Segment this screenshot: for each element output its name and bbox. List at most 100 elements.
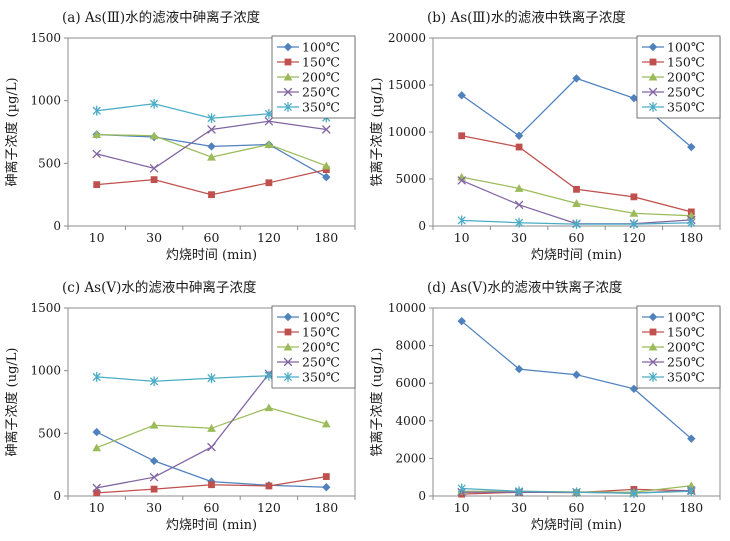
marker-triangle [514, 184, 524, 192]
x-tick-label: 30 [511, 500, 527, 515]
y-tick-label: 10000 [388, 301, 426, 315]
y-tick-label: 0 [53, 489, 61, 503]
series-200℃ [92, 130, 331, 170]
marker-triangle [207, 152, 216, 161]
x-tick-label: 120 [622, 500, 646, 515]
y-tick-label: 0 [53, 219, 61, 233]
marker-square [265, 179, 273, 187]
x-axis-label: 灼烧时间 (min) [166, 248, 257, 263]
x-tick-label: 180 [314, 230, 338, 245]
legend-label: 150℃ [667, 55, 705, 70]
marker-diamond [572, 74, 581, 83]
y-tick-label: 1500 [30, 301, 61, 315]
marker-square [150, 176, 158, 184]
chart-title: (b) As(Ⅲ)水的滤液中铁离子浓度 [427, 9, 626, 26]
x-tick-label: 120 [257, 500, 281, 515]
marker-diamond [283, 312, 293, 322]
marker-square [515, 143, 523, 151]
legend-label: 250℃ [667, 85, 705, 100]
y-tick-label: 0 [418, 219, 426, 233]
y-tick-label: 10000 [388, 125, 426, 139]
marker-diamond [457, 91, 466, 100]
y-tick-label: 5000 [395, 172, 426, 186]
x-tick-label: 30 [146, 230, 162, 245]
x-tick-label: 120 [257, 230, 281, 245]
legend-label: 350℃ [302, 370, 340, 385]
marker-triangle [149, 420, 159, 429]
marker-triangle [264, 403, 274, 412]
marker-square [93, 489, 101, 497]
marker-square [150, 485, 158, 493]
legend-label: 250℃ [667, 355, 705, 370]
chart-title: (a) As(Ⅲ)水的滤液中砷离子浓度 [62, 9, 260, 26]
chart-cell-b: (b) As(Ⅲ)水的滤液中铁离子浓度铁离子浓度 (µg/L) 0 5000 1000… [365, 0, 730, 270]
y-tick-label: 15000 [388, 78, 426, 92]
marker-triangle [92, 443, 102, 452]
plot-area [67, 307, 356, 497]
y-axis-label: 砷离子浓度 (ug/L) [4, 348, 20, 457]
x-tick-label: 60 [204, 500, 220, 515]
y-tick-label: 2000 [395, 451, 426, 465]
marker-diamond [648, 312, 658, 322]
series-150℃ [93, 166, 330, 199]
marker-square [322, 473, 330, 480]
chart-cell-c: (c) As(Ⅴ)水的滤液中砷离子浓度砷离子浓度 (ug/L) 0 500 1000 1… [0, 270, 365, 541]
x-tick-label: 180 [314, 500, 338, 515]
x-axis-label: 灼烧时间 (min) [166, 518, 257, 533]
y-axis-label: 铁离子浓度 (µg/L) [369, 77, 385, 186]
y-tick-label: 500 [38, 426, 61, 440]
legend-label: 150℃ [302, 325, 340, 340]
x-tick-label: 10 [89, 500, 105, 515]
legend-label: 350℃ [667, 100, 705, 115]
marker-triangle [283, 72, 293, 81]
chart-cell-d: (d) As(Ⅴ)水的滤液中铁离子浓度 铁离子浓度 (ug/L) 0 2000 4000… [365, 270, 730, 541]
marker-triangle [321, 419, 331, 428]
x-tick-label: 10 [454, 500, 470, 515]
marker-triangle [648, 72, 658, 81]
marker-square [265, 482, 273, 490]
series-150℃ [93, 473, 330, 497]
legend-label: 250℃ [302, 85, 340, 100]
chart-title: (c) As(Ⅴ)水的滤液中砷离子浓度 [62, 279, 256, 296]
marker-diamond [572, 370, 581, 379]
legend-label: 200℃ [667, 340, 705, 355]
x-tick-label: 60 [569, 230, 585, 245]
x-tick-label: 30 [511, 230, 527, 245]
series-100℃ [457, 316, 696, 443]
legend-label: 250℃ [302, 355, 340, 370]
y-tick-label: 1000 [30, 94, 61, 108]
chart-title: (d) As(Ⅴ)水的滤液中铁离子浓度 [427, 279, 622, 296]
y-axis-label: 铁离子浓度 (ug/L) [369, 348, 385, 457]
marker-triangle [283, 342, 293, 351]
marker-triangle [92, 130, 102, 139]
legend-label: 100℃ [302, 40, 340, 55]
marker-triangle [207, 424, 216, 432]
marker-triangle [149, 131, 159, 140]
chart-cell-a: (a) As(Ⅲ)水的滤液中砷离子浓度 砷离子浓度 (µg/L) 0 500 1000 1… [0, 0, 365, 270]
marker-square [573, 185, 580, 193]
marker-diamond [322, 483, 331, 492]
marker-square [322, 166, 330, 173]
marker-square [284, 58, 292, 66]
plot-area [67, 37, 356, 227]
legend-label: 100℃ [667, 310, 705, 325]
series-line [461, 176, 692, 217]
y-tick-label: 1000 [30, 364, 61, 378]
legend-label: 150℃ [667, 325, 705, 340]
x-tick-label: 180 [679, 230, 703, 245]
marker-square [284, 328, 292, 336]
marker-diamond [457, 316, 466, 326]
marker-diamond [92, 427, 101, 437]
series-350℃ [457, 483, 696, 499]
marker-triangle [686, 481, 696, 490]
legend-label: 200℃ [667, 70, 705, 85]
legend-label: 350℃ [302, 100, 340, 115]
marker-triangle [264, 140, 274, 149]
y-axis-label: 砷离子浓度 (µg/L) [4, 77, 20, 186]
